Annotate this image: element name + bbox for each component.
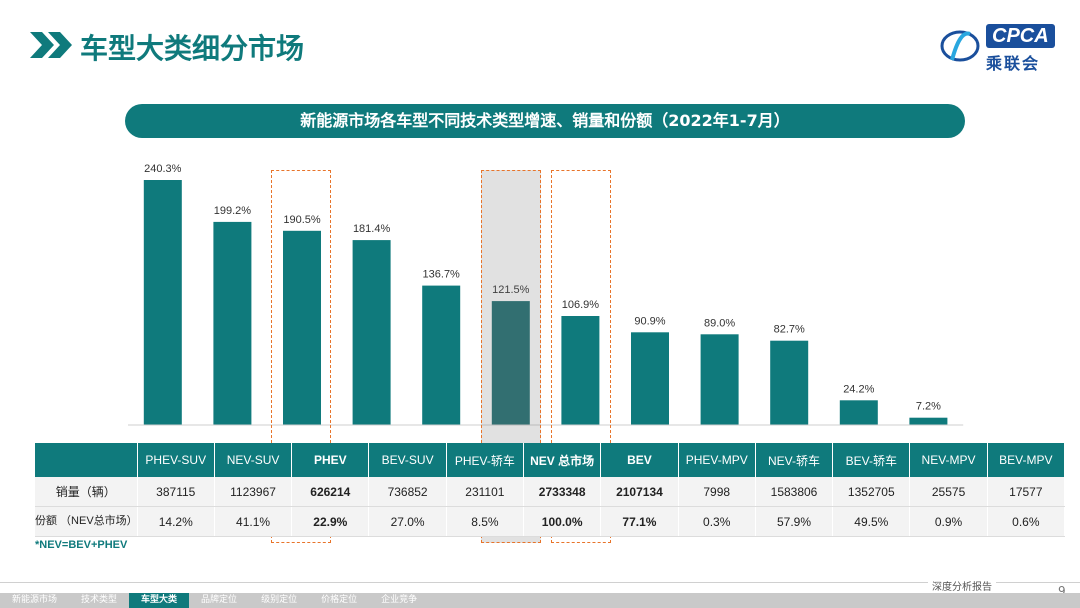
- table-header-row: PHEV-SUV NEV-SUV PHEV BEV-SUV PHEV-轿车 NE…: [35, 443, 1066, 477]
- bar-label-5: 121.5%: [492, 284, 530, 296]
- header-cell: BEV: [600, 443, 679, 477]
- bar-label-10: 24.2%: [843, 383, 874, 395]
- bar-label-2: 190.5%: [283, 214, 321, 226]
- table-cell: 2733348: [523, 477, 602, 507]
- nav-item[interactable]: 企业竞争: [381, 595, 418, 605]
- header-cell: PHEV-MPV: [678, 443, 756, 477]
- bar-11: [909, 417, 948, 425]
- bottom-nav: 新能源市场 技术类型 车型大类 品牌定位 级别定位 价格定位 企业竞争: [0, 593, 1080, 608]
- table-cell: 100.0%: [523, 506, 602, 537]
- table-cell: 25575: [909, 477, 988, 507]
- header-cell: NEV-SUV: [214, 443, 293, 477]
- bar-label-7: 90.9%: [634, 315, 665, 327]
- table-row: 份额 （NEV总市场） 14.2% 41.1% 22.9% 27.0% 8.5%…: [35, 506, 1066, 537]
- bar-label-9: 82.7%: [774, 324, 805, 336]
- bar-3: [352, 240, 391, 425]
- table-cell: 77.1%: [600, 506, 679, 537]
- table-cell: 8.5%: [446, 506, 525, 537]
- bar-label-4: 136.7%: [423, 269, 461, 281]
- bar-label-0: 240.3%: [144, 163, 182, 175]
- header-cell: NEV-MPV: [909, 443, 988, 477]
- table-cell: 2107134: [600, 477, 679, 507]
- cpca-logo: [940, 30, 980, 62]
- nav-item-active[interactable]: 车型大类: [129, 593, 190, 608]
- header-cell: BEV-MPV: [987, 443, 1066, 477]
- table-cell: 17577: [987, 477, 1066, 507]
- table-cell: 27.0%: [368, 506, 447, 537]
- nav-item[interactable]: 级别定位: [261, 595, 298, 605]
- bar-6: [561, 316, 600, 425]
- report-label: 深度分析报告: [928, 578, 996, 593]
- bar-label-11: 7.2%: [916, 401, 941, 413]
- nav-item[interactable]: 新能源市场: [12, 595, 58, 605]
- table-cell: 0.9%: [909, 506, 988, 537]
- bar-1: [213, 221, 252, 425]
- footer-divider: [0, 582, 1080, 583]
- chevron-right-icon: [30, 32, 54, 58]
- bar-4: [422, 285, 461, 425]
- chevron-right-icon: [48, 32, 72, 58]
- bar-5: [491, 301, 530, 425]
- nav-item[interactable]: 品牌定位: [201, 595, 238, 605]
- table-cell: 22.9%: [291, 506, 370, 537]
- page-title: 车型大类细分市场: [80, 32, 305, 65]
- bar-2: [283, 230, 321, 425]
- bar-9: [770, 340, 809, 425]
- chart-title-banner: 新能源市场各车型不同技术类型增速、销量和份额（2022年1-7月）: [125, 104, 965, 138]
- footnote: *NEV=BEV+PHEV: [35, 539, 128, 551]
- row-label: 销量（辆）: [35, 477, 138, 507]
- table-corner: [35, 443, 138, 477]
- table-cell: 0.6%: [987, 506, 1066, 537]
- table-cell: 1583806: [755, 477, 834, 507]
- table-cell: 0.3%: [678, 506, 756, 537]
- table-row: 销量（辆） 387115 1123967 626214 736852 23110…: [35, 477, 1066, 507]
- table-cell: 1352705: [832, 477, 911, 507]
- header-cell: NEV 总市场: [523, 443, 602, 477]
- table-cell: 626214: [291, 477, 370, 507]
- header-cell: PHEV: [291, 443, 370, 477]
- header-cell: BEV-轿车: [832, 443, 911, 477]
- table-cell: 7998: [678, 477, 756, 507]
- bar-7: [631, 332, 669, 425]
- table-cell: 41.1%: [214, 506, 293, 537]
- logo-brand: CPCA: [986, 24, 1055, 48]
- header-cell: NEV-轿车: [755, 443, 834, 477]
- row-label: 份额 （NEV总市场）: [35, 506, 138, 537]
- bar-0: [143, 180, 182, 425]
- table-cell: 736852: [368, 477, 447, 507]
- header-cell: BEV-SUV: [368, 443, 447, 477]
- bar-8: [700, 334, 739, 425]
- bar-10: [839, 400, 878, 425]
- nav-item[interactable]: 技术类型: [81, 595, 118, 605]
- data-table: PHEV-SUV NEV-SUV PHEV BEV-SUV PHEV-轿车 NE…: [35, 443, 1066, 537]
- table-cell: 231101: [446, 477, 525, 507]
- bar-label-8: 89.0%: [704, 317, 735, 329]
- table-cell: 49.5%: [832, 506, 911, 537]
- header-cell: PHEV-轿车: [446, 443, 525, 477]
- page-number: 9: [1058, 584, 1066, 598]
- table-cell: 387115: [137, 477, 215, 507]
- logo-cn: 乘联会: [986, 54, 1041, 73]
- table-cell: 57.9%: [755, 506, 834, 537]
- bar-label-1: 199.2%: [214, 205, 252, 217]
- table-cell: 1123967: [214, 477, 293, 507]
- header-cell: PHEV-SUV: [137, 443, 215, 477]
- bar-label-3: 181.4%: [353, 223, 391, 235]
- bar-label-6: 106.9%: [562, 299, 600, 311]
- table-cell: 14.2%: [137, 506, 215, 537]
- nav-item[interactable]: 价格定位: [321, 595, 358, 605]
